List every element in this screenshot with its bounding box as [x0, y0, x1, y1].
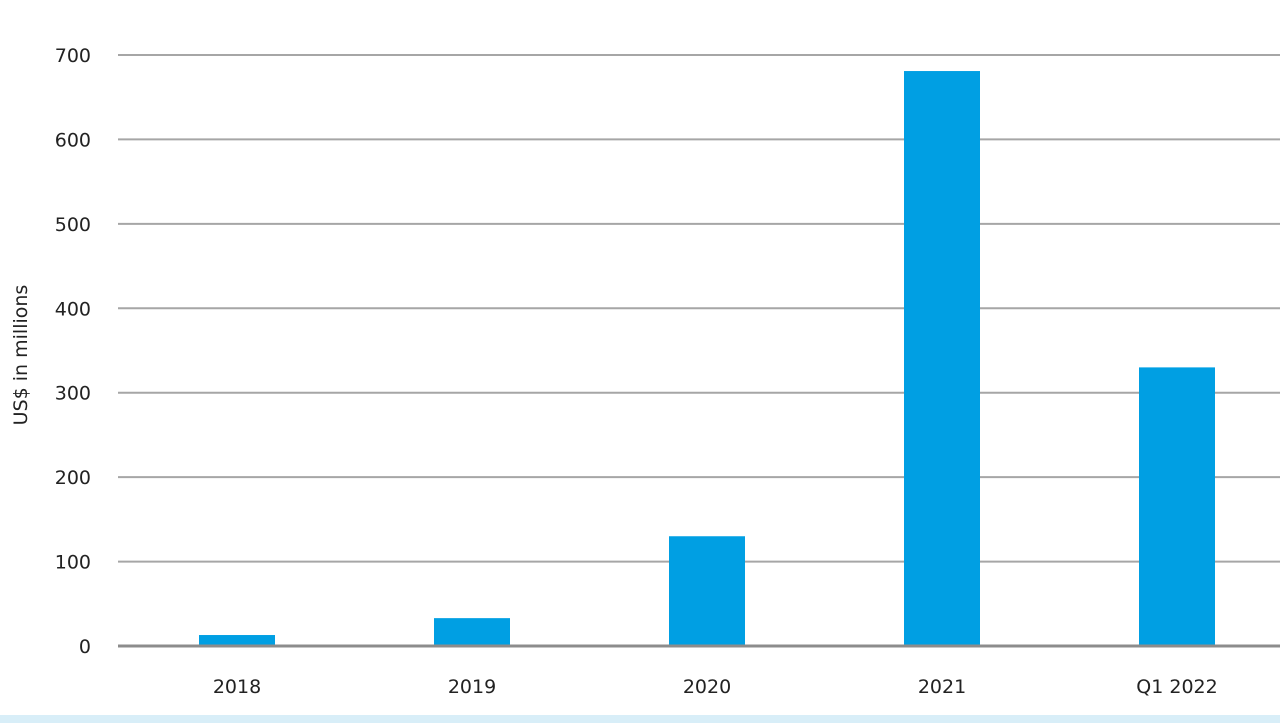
x-tick-labels: 2018 2019 2020 2021 Q1 2022: [213, 676, 1218, 698]
y-tick-label: 600: [55, 129, 91, 151]
y-tick-label: 700: [55, 45, 91, 67]
bar: [669, 536, 745, 645]
x-tick-label: 2020: [683, 676, 731, 698]
y-axis-label: US$ in millions: [10, 285, 32, 426]
y-tick-label: 300: [55, 383, 91, 405]
bars: [199, 71, 1215, 645]
x-tick-label: 2018: [213, 676, 261, 698]
bar: [434, 618, 510, 645]
gridlines: [118, 54, 1280, 648]
y-tick-label: 200: [55, 467, 91, 489]
x-tick-label: 2019: [448, 676, 496, 698]
y-tick-label: 100: [55, 552, 91, 574]
x-tick-label: Q1 2022: [1136, 676, 1217, 698]
bar: [199, 635, 275, 645]
x-tick-label: 2021: [918, 676, 966, 698]
bar: [1139, 367, 1215, 645]
y-tick-labels: 0 100 200 300 400 500 600 700: [55, 45, 91, 658]
bottom-strip: [0, 715, 1280, 723]
bar: [904, 71, 980, 645]
y-tick-label: 400: [55, 298, 91, 320]
y-tick-label: 0: [79, 636, 91, 658]
y-tick-label: 500: [55, 214, 91, 236]
